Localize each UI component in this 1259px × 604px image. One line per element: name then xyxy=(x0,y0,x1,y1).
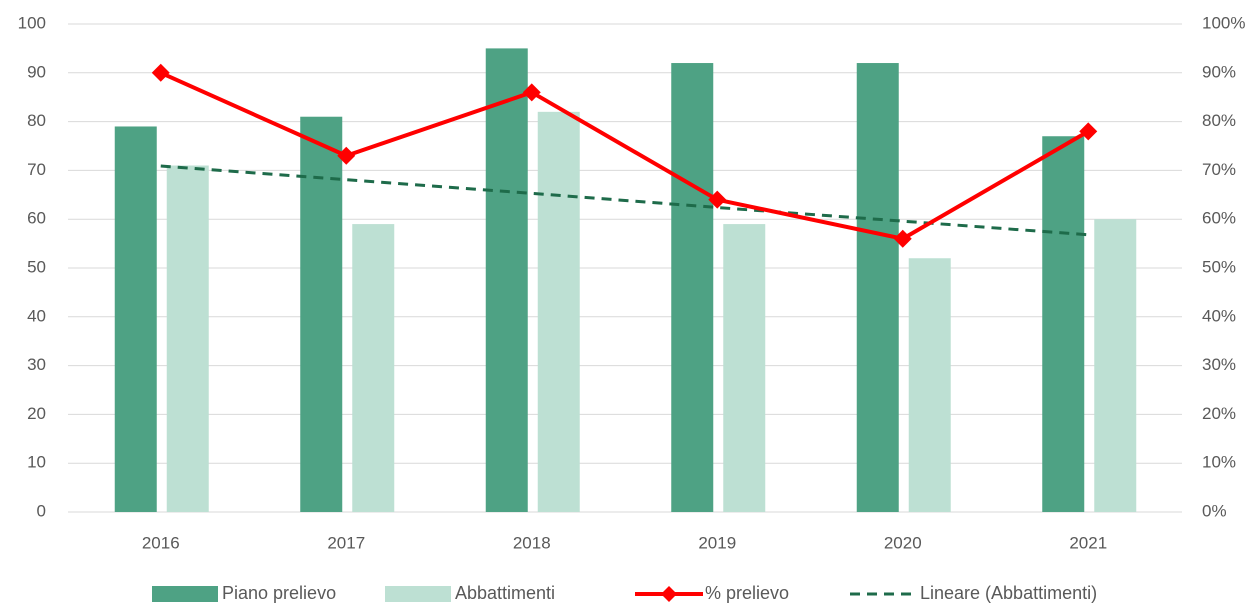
bar xyxy=(1094,219,1137,512)
bar xyxy=(537,111,580,512)
y-tick-label: 30 xyxy=(27,355,46,374)
legend-swatch xyxy=(152,586,218,602)
y2-tick-label: 80% xyxy=(1202,111,1236,130)
legend-label: Abbattimenti xyxy=(455,583,555,603)
bar xyxy=(114,126,157,512)
bar xyxy=(485,48,528,513)
bar xyxy=(856,63,899,512)
legend-label: Lineare (Abbattimenti) xyxy=(920,583,1097,603)
bar xyxy=(1042,136,1085,513)
y2-tick-label: 0% xyxy=(1202,501,1227,520)
x-tick-label: 2021 xyxy=(1069,533,1107,552)
trend-line xyxy=(160,164,1089,237)
line xyxy=(159,70,1090,241)
bar xyxy=(300,116,343,512)
x-tick-label: 2018 xyxy=(513,533,551,552)
x-tick-label: 2019 xyxy=(698,533,736,552)
y2-tick-label: 30% xyxy=(1202,355,1236,374)
bar xyxy=(352,224,395,512)
y-tick-label: 0 xyxy=(37,501,46,520)
bar xyxy=(671,63,714,512)
y2-tick-label: 40% xyxy=(1202,306,1236,325)
y-tick-label: 100 xyxy=(18,13,46,32)
y2-tick-label: 100% xyxy=(1202,13,1245,32)
x-tick-label: 2017 xyxy=(327,533,365,552)
bar xyxy=(908,258,951,512)
y-tick-label: 10 xyxy=(27,453,46,472)
marker xyxy=(337,146,356,165)
marker xyxy=(708,190,727,209)
y2-tick-label: 50% xyxy=(1202,257,1236,276)
y2-tick-label: 70% xyxy=(1202,160,1236,179)
y-tick-label: 70 xyxy=(27,160,46,179)
y-tick-label: 40 xyxy=(27,306,46,325)
legend-swatch xyxy=(385,586,451,602)
y2-tick-label: 20% xyxy=(1202,404,1236,423)
marker xyxy=(1079,122,1098,141)
y2-tick-label: 10% xyxy=(1202,453,1236,472)
y-tick-label: 20 xyxy=(27,404,46,423)
y-tick-label: 90 xyxy=(27,62,46,81)
marker xyxy=(893,229,912,248)
y2-tick-label: 60% xyxy=(1202,209,1236,228)
x-tick-label: 2016 xyxy=(142,533,180,552)
x-tick-label: 2020 xyxy=(884,533,922,552)
legend-marker xyxy=(661,586,677,602)
legend: Piano prelievo Abbattimenti % prelievo Line… xyxy=(152,583,1097,603)
y2-tick-label: 90% xyxy=(1202,62,1236,81)
legend-label: Piano prelievo xyxy=(222,583,336,603)
y-tick-label: 50 xyxy=(27,257,46,276)
bar xyxy=(166,165,209,512)
y-tick-label: 60 xyxy=(27,209,46,228)
marker xyxy=(522,83,541,102)
y-tick-label: 80 xyxy=(27,111,46,130)
legend-label: % prelievo xyxy=(705,583,789,603)
bar xyxy=(723,224,766,512)
marker xyxy=(151,63,170,82)
